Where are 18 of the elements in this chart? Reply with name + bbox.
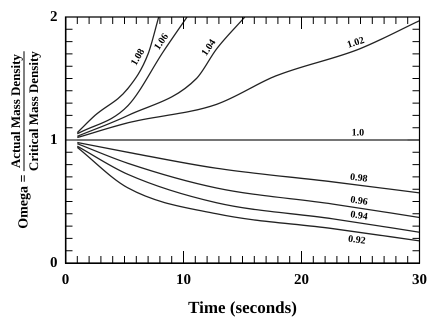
text: 1.08 [128, 47, 148, 68]
text: 0.96 [349, 194, 368, 208]
y-tick-label: 0 [50, 254, 58, 271]
x-tick-label: 30 [412, 272, 427, 288]
x-tick-label: 20 [294, 272, 309, 288]
y-tick-label: 2 [50, 8, 58, 25]
y-tick-label: 1 [50, 132, 58, 148]
series-label: 1.0 [352, 128, 364, 139]
x-tick-label: 10 [176, 272, 191, 288]
x-tick-label: 0 [62, 272, 70, 288]
text: 0.92 [347, 234, 366, 247]
y-axis-title: Omega = Actual Mass Density Critical Mass Density [8, 50, 41, 229]
text: 1.02 [346, 34, 366, 51]
text: 0.98 [349, 172, 368, 185]
x-axis-title: Time (seconds) [188, 298, 297, 317]
text: 0.94 [349, 209, 368, 223]
text: 1.06 [152, 32, 172, 52]
text: 1.04 [200, 37, 218, 58]
